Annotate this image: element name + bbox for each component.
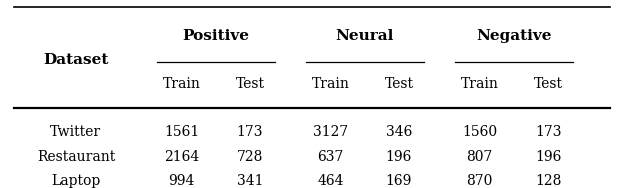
Text: 464: 464 [318,174,344,188]
Text: Train: Train [163,77,200,91]
Text: Positive: Positive [182,29,249,43]
Text: Restaurant: Restaurant [37,150,115,164]
Text: Neural: Neural [336,29,394,43]
Text: 728: 728 [236,150,263,164]
Text: 870: 870 [467,174,493,188]
Text: 196: 196 [386,150,412,164]
Text: Dataset: Dataset [43,53,109,67]
Text: 169: 169 [386,174,412,188]
Text: Negative: Negative [476,29,552,43]
Text: 637: 637 [318,150,344,164]
Text: Test: Test [534,77,563,91]
Text: Twitter: Twitter [51,125,102,139]
Text: Train: Train [312,77,349,91]
Text: 341: 341 [236,174,263,188]
Text: Laptop: Laptop [51,174,100,188]
Text: 3127: 3127 [313,125,348,139]
Text: 1560: 1560 [462,125,497,139]
Text: 128: 128 [535,174,561,188]
Text: 196: 196 [535,150,561,164]
Text: Test: Test [235,77,265,91]
Text: 2164: 2164 [164,150,199,164]
Text: 346: 346 [386,125,412,139]
Text: Train: Train [461,77,499,91]
Text: Test: Test [384,77,414,91]
Text: 1561: 1561 [164,125,199,139]
Text: 173: 173 [236,125,263,139]
Text: 994: 994 [168,174,195,188]
Text: 173: 173 [535,125,562,139]
Text: 807: 807 [467,150,493,164]
